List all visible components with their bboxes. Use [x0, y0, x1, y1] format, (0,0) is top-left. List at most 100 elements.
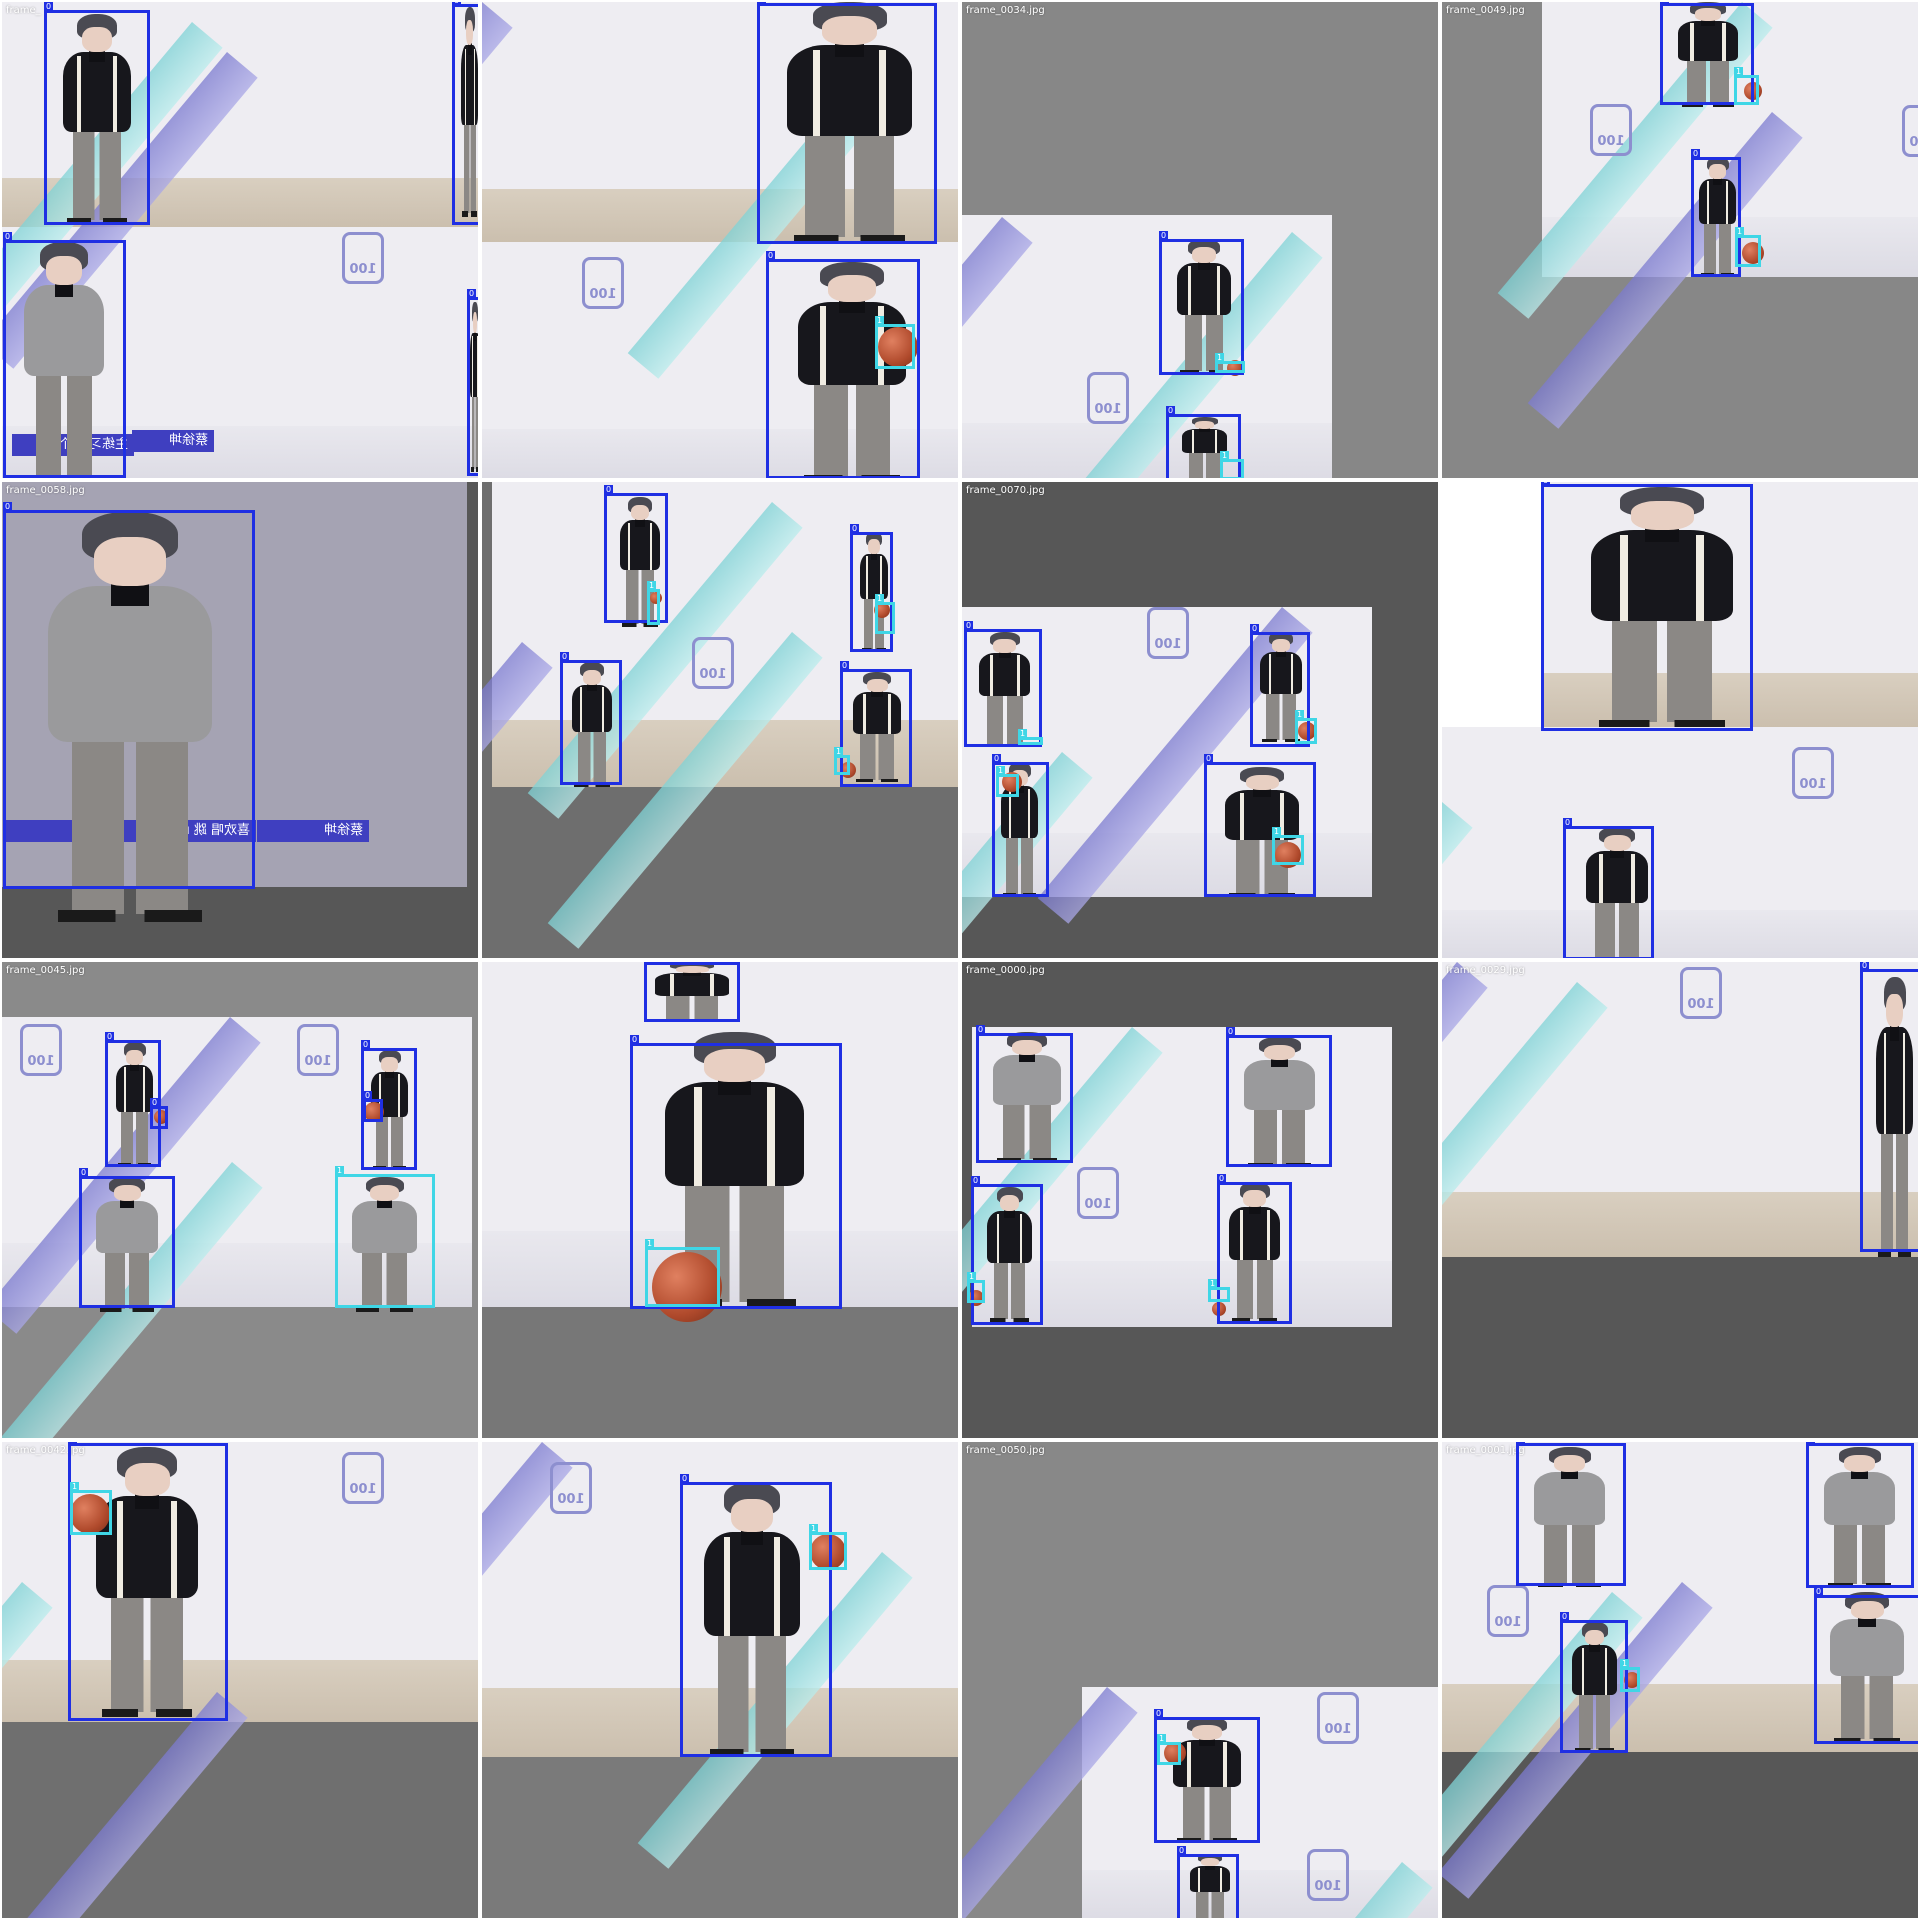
class-id-label: 0	[44, 2, 53, 12]
suspender-strap	[693, 1087, 702, 1186]
class-id-label: 1	[967, 1272, 976, 1282]
person-bounding-box: 0	[361, 1040, 417, 1170]
class-id-label: 0	[766, 251, 775, 261]
person-torso	[1533, 1472, 1606, 1526]
person-legs	[1611, 621, 1713, 723]
person-face	[1245, 774, 1279, 791]
person-neck	[1276, 650, 1286, 658]
person-legs	[665, 995, 719, 1021]
person-shoes	[1878, 1248, 1911, 1257]
person-legs	[376, 1117, 403, 1168]
person-figure	[1172, 417, 1237, 478]
person-shoes	[102, 1708, 192, 1717]
class-id-label: 0	[467, 289, 476, 299]
class-id-label: 0	[1226, 1027, 1235, 1037]
suspender-strap	[628, 523, 631, 570]
class-id-label: 0	[560, 652, 569, 662]
basketball-bounding-box: 1	[1157, 1734, 1181, 1765]
person-shoes	[58, 909, 202, 922]
person-bounding-box: 0	[1177, 1846, 1239, 1918]
logo-100-icon: 100	[1680, 967, 1722, 1019]
person-neck	[635, 519, 645, 527]
person-torso	[1586, 851, 1648, 903]
person-face	[124, 1463, 170, 1496]
class-id-label: 1	[875, 594, 884, 604]
suspender-strap	[1706, 181, 1709, 225]
person-legs	[1578, 1694, 1611, 1750]
person-figure	[468, 302, 478, 472]
suspender-strap	[989, 655, 993, 697]
suspender-strap	[1620, 535, 1629, 622]
person-face	[1271, 638, 1291, 652]
person-bounding-box: 0	[1250, 624, 1310, 747]
mosaic-tile: 0 0 1	[482, 962, 958, 1438]
person-shoes	[1828, 1582, 1891, 1587]
person-torso	[1678, 20, 1738, 61]
person-shoes	[1834, 1737, 1900, 1742]
person-torso	[853, 691, 901, 734]
person-shoes	[1232, 1317, 1277, 1322]
person-legs	[1188, 453, 1221, 478]
suspender-strap	[1599, 854, 1603, 903]
person-torso	[1829, 1619, 1905, 1676]
class-id-label: 0	[1177, 1846, 1186, 1856]
mosaic-tile: 100 100 0 1 0 frame_0050.jpg	[962, 1442, 1438, 1918]
suspender-strap	[1279, 793, 1284, 840]
suspender-strap	[863, 694, 866, 734]
suspender-strap	[1903, 1033, 1906, 1134]
suspender-strap	[1008, 789, 1011, 838]
person-torso	[860, 553, 888, 600]
mosaic-tile: 100 0 0	[1442, 482, 1918, 958]
suspender-strap	[1188, 266, 1192, 315]
person-figure	[10, 512, 250, 922]
suspender-strap	[1240, 793, 1245, 840]
person-neck	[473, 330, 477, 342]
mosaic-tile: 100 0 1 0 1 frame_0034.jpg	[962, 2, 1438, 478]
person-torso	[470, 332, 478, 398]
person-bounding-box: 0	[680, 1474, 832, 1757]
class-id-label: 1	[834, 747, 843, 757]
person-figure	[610, 497, 670, 627]
suspender-strap	[477, 336, 478, 398]
suspender-strap	[113, 56, 117, 132]
class-id-label: 0	[757, 2, 766, 5]
person-bounding-box: 0	[1217, 1174, 1292, 1324]
logo-100-icon: 100	[692, 637, 734, 689]
mosaic-tile: 100 0 0 0 1 0 1 frame_0000.jpg	[962, 962, 1438, 1438]
person-neck	[1561, 1470, 1578, 1480]
person-torso	[115, 1064, 154, 1112]
suspender-strap	[601, 687, 604, 732]
basketball-icon	[810, 1534, 846, 1570]
suspender-strap	[1016, 655, 1020, 697]
person-torso	[619, 520, 661, 570]
frame-filename: frame_0029.jpg	[1446, 965, 1525, 976]
class-id-label: 0	[604, 485, 613, 495]
class-id-label: 1	[335, 1166, 344, 1176]
person-face	[583, 669, 601, 685]
basketball-bounding-box: 1	[70, 1482, 112, 1535]
person-face	[1584, 1629, 1605, 1646]
person-neck	[119, 1199, 135, 1209]
class-id-label: 0	[971, 1176, 980, 1186]
logo-100-icon: 100	[297, 1024, 339, 1076]
basketball-icon	[70, 1494, 110, 1534]
person-shoes	[990, 1317, 1029, 1322]
basketball-bounding-box: 1	[1220, 451, 1244, 478]
person-bounding-box: 0	[1204, 754, 1316, 897]
logo-100-icon: 100	[1077, 1167, 1119, 1219]
class-id-label: 0	[1204, 754, 1213, 764]
logo-100-icon: 100	[342, 1452, 384, 1504]
frame-filename: frame_0050.jpg	[966, 1445, 1045, 1456]
frame-filename: frame_0049.jpg	[1446, 5, 1525, 16]
person-torso	[1259, 651, 1303, 694]
person-torso	[96, 1495, 198, 1599]
suspender-strap	[670, 974, 675, 996]
person-face	[472, 312, 478, 333]
logo-100-icon: 100	[20, 1024, 62, 1076]
person-face	[821, 16, 878, 46]
person-torso	[1590, 530, 1734, 622]
suspender-strap	[1883, 1033, 1886, 1134]
basketball-bounding-box: 1	[967, 1272, 985, 1303]
person-bounding-box: 0	[3, 232, 126, 478]
